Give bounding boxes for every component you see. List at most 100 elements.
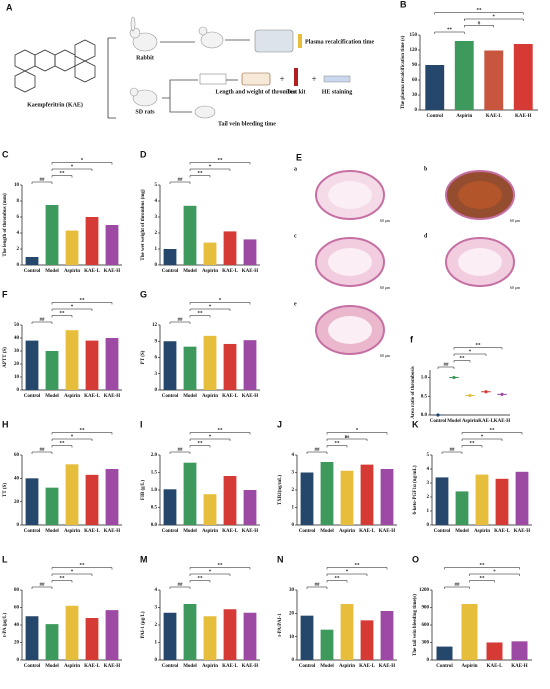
x-tick-label: Aspirin (202, 394, 218, 399)
significance-label: * (209, 435, 212, 440)
molecule (14, 39, 96, 93)
bar (436, 646, 453, 660)
significance-label: ** (460, 357, 466, 362)
dot (468, 393, 472, 398)
significance-bracket (189, 308, 231, 311)
significance-bracket (469, 580, 495, 583)
image-label: b (424, 166, 428, 172)
significance-label: ** (218, 564, 224, 569)
x-tick-label: KAE-H (104, 664, 121, 669)
x-tick-label: Model (320, 529, 334, 534)
x-tick-label: KAE-L (84, 664, 101, 669)
significance-label: ** (80, 564, 86, 569)
significance-bracket (326, 573, 368, 576)
y-axis-label: The length of thrombus (mm) (3, 193, 8, 257)
y-axis-label: The plasma recalcification time (s) (401, 35, 406, 109)
significance-label: ## (178, 318, 184, 323)
y-tick-label: 6 (155, 356, 158, 361)
x-tick-label: KAE-H (511, 664, 528, 669)
y-tick-label: 600 (422, 623, 430, 628)
bar (300, 615, 314, 660)
bar (435, 477, 449, 525)
y-tick-label: 0 (292, 658, 295, 663)
y-tick-label: 3 (427, 481, 430, 486)
x-tick-label: KAE-H (379, 664, 396, 669)
x-tick-label: Aspirin (64, 269, 80, 274)
y-tick-label: 4 (155, 588, 158, 593)
significance-bracket (51, 567, 113, 570)
significance-label: * (71, 435, 74, 440)
x-tick-label: Control (299, 664, 316, 669)
scale-label: 60 μm (380, 353, 391, 358)
significance-bracket (31, 586, 53, 589)
significance-label: ## (178, 583, 184, 588)
bar (425, 65, 445, 110)
significance-bracket (31, 321, 53, 324)
y-tick-label: 3 (292, 471, 295, 476)
lumen (328, 248, 372, 276)
panel-label: K (412, 419, 419, 429)
bar (163, 249, 177, 265)
bar (25, 257, 39, 265)
y-tick-label: 4 (292, 453, 295, 458)
dot (452, 375, 456, 380)
y-tick-label: 20 (14, 500, 20, 505)
bar (243, 340, 257, 390)
bar (320, 629, 334, 660)
y-tick-label: 3 (155, 372, 158, 377)
significance-label: ** (218, 429, 224, 434)
y-tick-label: 10 (14, 183, 20, 188)
y-tick-label: 30 (412, 93, 418, 98)
x-tick-label: Model (183, 529, 197, 534)
step-label: Test kit (287, 89, 306, 95)
image-label: e (294, 301, 297, 307)
bar (484, 50, 504, 110)
bar (300, 472, 314, 525)
y-tick-label: 4 (17, 231, 20, 236)
significance-label: * (219, 299, 222, 304)
step-label: HE staining (322, 89, 353, 95)
significance-label: ## (40, 318, 46, 323)
x-tick-label: Control (426, 114, 443, 119)
y-axis-label: FIB (g/L) (141, 480, 146, 500)
x-tick-label: KAE-L (494, 529, 511, 534)
significance-label: ** (480, 577, 486, 582)
y-tick-label: 3 (155, 215, 158, 220)
y-tick-label: 60 (14, 453, 20, 458)
y-tick-label: 5 (155, 183, 158, 188)
significance-bracket (169, 451, 191, 454)
x-tick-label: KAE-H (494, 419, 511, 424)
bar (105, 610, 119, 660)
bar (105, 225, 119, 265)
tube-icon (298, 34, 302, 48)
y-axis-label: 6-keto-PGF1α (ng/mL) (413, 465, 418, 514)
x-tick-label: KAE-H (104, 394, 121, 399)
y-axis-label: APTT (S) (3, 347, 8, 368)
bar (45, 624, 59, 660)
x-tick-label: KAE-L (222, 529, 239, 534)
bar (455, 491, 469, 525)
y-tick-label: 9 (155, 339, 158, 344)
y-axis-label: Area ratio of thrombosis (411, 366, 416, 419)
panel-label: I (140, 419, 143, 429)
y-axis-label: PAI-1 (μg/L) (141, 611, 146, 638)
bar (454, 41, 474, 110)
bar (45, 205, 59, 265)
y-tick-label: 20 (289, 611, 295, 616)
x-tick-label: KAE-H (379, 529, 396, 534)
y-tick-label: 90 (412, 63, 418, 68)
x-tick-label: Model (45, 394, 59, 399)
significance-label: ** (470, 442, 476, 447)
y-tick-label: 0 (155, 263, 158, 268)
bar (65, 230, 79, 265)
significance-bracket (461, 432, 523, 435)
step-label: Length and weight of thrombus (216, 89, 298, 95)
bar (85, 474, 99, 525)
y-tick-label: 2 (155, 231, 158, 236)
x-tick-label: KAE-L (84, 529, 101, 534)
bar (203, 494, 217, 525)
significance-bracket (189, 567, 251, 570)
y-tick-label: 0.0 (151, 523, 158, 528)
y-axis-label: TXB2(ng/mL) (278, 475, 283, 506)
